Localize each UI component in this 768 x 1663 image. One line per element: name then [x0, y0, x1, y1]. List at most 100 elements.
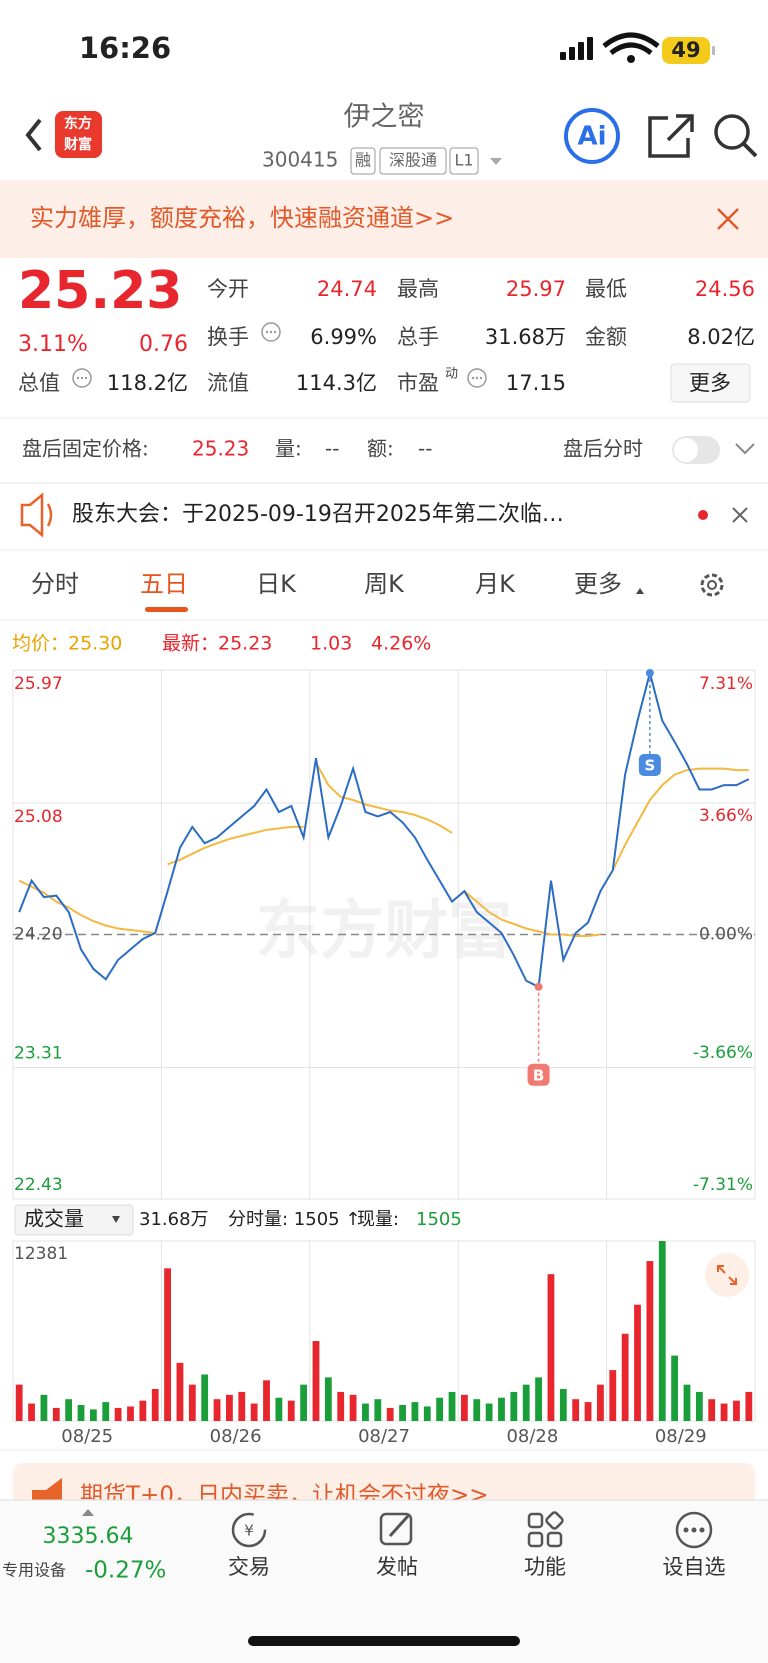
search-button[interactable]: [714, 114, 750, 150]
volume-bar: [448, 1391, 456, 1421]
volume-bar: [485, 1403, 493, 1421]
volume-bar: [77, 1405, 85, 1421]
field-value: 24.56: [695, 277, 755, 301]
marker-badge[interactable]: [527, 1063, 550, 1086]
banner[interactable]: [0, 180, 768, 258]
more-label: 更多: [689, 371, 731, 395]
tab[interactable]: 日K: [256, 570, 297, 598]
field-label: 金额: [585, 325, 627, 349]
dropdown-caret: [112, 1216, 120, 1223]
indicator-label: 成交量: [24, 1207, 84, 1231]
app-logo: [55, 111, 102, 158]
x-tick-label: 08/26: [210, 1426, 262, 1447]
volume-bar: [547, 1274, 555, 1421]
tag-box: [449, 147, 479, 175]
watermark: 东方财富: [256, 895, 512, 969]
period-volume: 分时量: 1505 ↑: [228, 1209, 360, 1230]
volume-bar: [559, 1389, 567, 1421]
current-volume-label: 现量:: [357, 1209, 399, 1230]
tab-item[interactable]: 发帖: [376, 1555, 418, 1579]
volume-bar: [188, 1384, 196, 1421]
volume-tick-label: 12381: [14, 1244, 68, 1264]
fullscreen-button[interactable]: [705, 1253, 749, 1297]
amount-label: 额:: [367, 437, 394, 461]
volume-bar: [362, 1403, 369, 1421]
tab-item[interactable]: 功能: [524, 1555, 566, 1579]
volume-bar: [745, 1391, 753, 1421]
volume-bar: [374, 1399, 382, 1421]
legend-last: 25.23: [218, 633, 272, 655]
info-icon[interactable]: [72, 368, 92, 388]
watchlist-icon: [675, 1511, 713, 1549]
volume-bar: [324, 1377, 332, 1421]
field-label: 总值: [18, 371, 60, 395]
banner-close[interactable]: [717, 208, 739, 230]
tab[interactable]: 周K: [364, 570, 405, 598]
average-line: [18, 879, 156, 934]
x-tick-label: 08/25: [61, 1426, 113, 1447]
marker-dot: [534, 982, 543, 991]
volume-bar: [386, 1407, 394, 1421]
volume-bar: [695, 1391, 703, 1421]
index-value[interactable]: 3335.64: [43, 1524, 134, 1549]
dropdown-caret[interactable]: [490, 158, 502, 165]
x-tick-label: 08/28: [506, 1426, 558, 1447]
volume-bar: [436, 1397, 444, 1421]
tab[interactable]: 更多: [574, 570, 622, 598]
field-label: 最低: [585, 277, 627, 301]
info-dot: [475, 376, 479, 380]
tab-item[interactable]: 交易: [228, 1555, 270, 1579]
info-icon[interactable]: [467, 368, 487, 388]
legend-change: 1.03: [310, 633, 352, 655]
volume-bar: [263, 1380, 270, 1421]
indicator-dropdown[interactable]: [14, 1204, 134, 1236]
tab[interactable]: 月K: [475, 570, 516, 598]
notice-close[interactable]: [732, 507, 748, 523]
back-button[interactable]: [25, 118, 42, 152]
notice-text[interactable]: 股东大会：于2025-09-19召开2025年第二次临…: [72, 502, 564, 527]
trade-icon-glyph: ¥: [244, 1522, 254, 1540]
volume-bar: [597, 1384, 604, 1421]
volume-bar: [634, 1304, 641, 1421]
field-label: 总手: [397, 325, 439, 349]
tab[interactable]: 分时: [31, 570, 79, 598]
logo-text: 财富: [63, 136, 92, 153]
volume-bar: [250, 1403, 258, 1421]
battery-level: 49: [671, 38, 700, 62]
settings-center: [707, 580, 717, 590]
average-line: [315, 762, 453, 834]
marker-badge[interactable]: [638, 753, 661, 776]
volume-bar: [312, 1341, 320, 1421]
volume-bar: [164, 1268, 171, 1421]
volume-bar: [151, 1389, 159, 1421]
share-button[interactable]: [648, 114, 694, 158]
volume-bar: [522, 1384, 530, 1421]
post-icon: [379, 1512, 413, 1546]
battery: [662, 37, 710, 64]
tag: L1: [454, 151, 473, 170]
info-dot: [84, 376, 88, 380]
expand-chevron[interactable]: [735, 443, 755, 455]
tab-item[interactable]: 设自选: [663, 1555, 726, 1579]
volume-bar: [720, 1403, 728, 1421]
tab-active[interactable]: 五日: [140, 570, 188, 598]
ai-button[interactable]: [564, 108, 620, 164]
separator: [0, 482, 768, 484]
change-pct: 3.11%: [18, 332, 88, 357]
volume-bar: [102, 1402, 110, 1421]
price-line: [18, 669, 750, 989]
more-button[interactable]: [670, 363, 751, 403]
volume-bar: [89, 1409, 97, 1421]
info-icon[interactable]: [261, 322, 281, 342]
info-dot: [76, 376, 80, 380]
amount-value: --: [418, 437, 432, 461]
legend-change-pct: 4.26%: [371, 633, 431, 655]
ai-label: Ai: [577, 122, 606, 152]
settings-button[interactable]: [700, 573, 724, 597]
post-pen: [388, 1514, 410, 1538]
x-tick-label: 08/27: [358, 1426, 410, 1447]
y2-tick-label: 0.00%: [699, 925, 753, 945]
tag-box: [379, 147, 447, 175]
info-dot: [265, 330, 269, 334]
watchlist-dots: [683, 1527, 705, 1533]
